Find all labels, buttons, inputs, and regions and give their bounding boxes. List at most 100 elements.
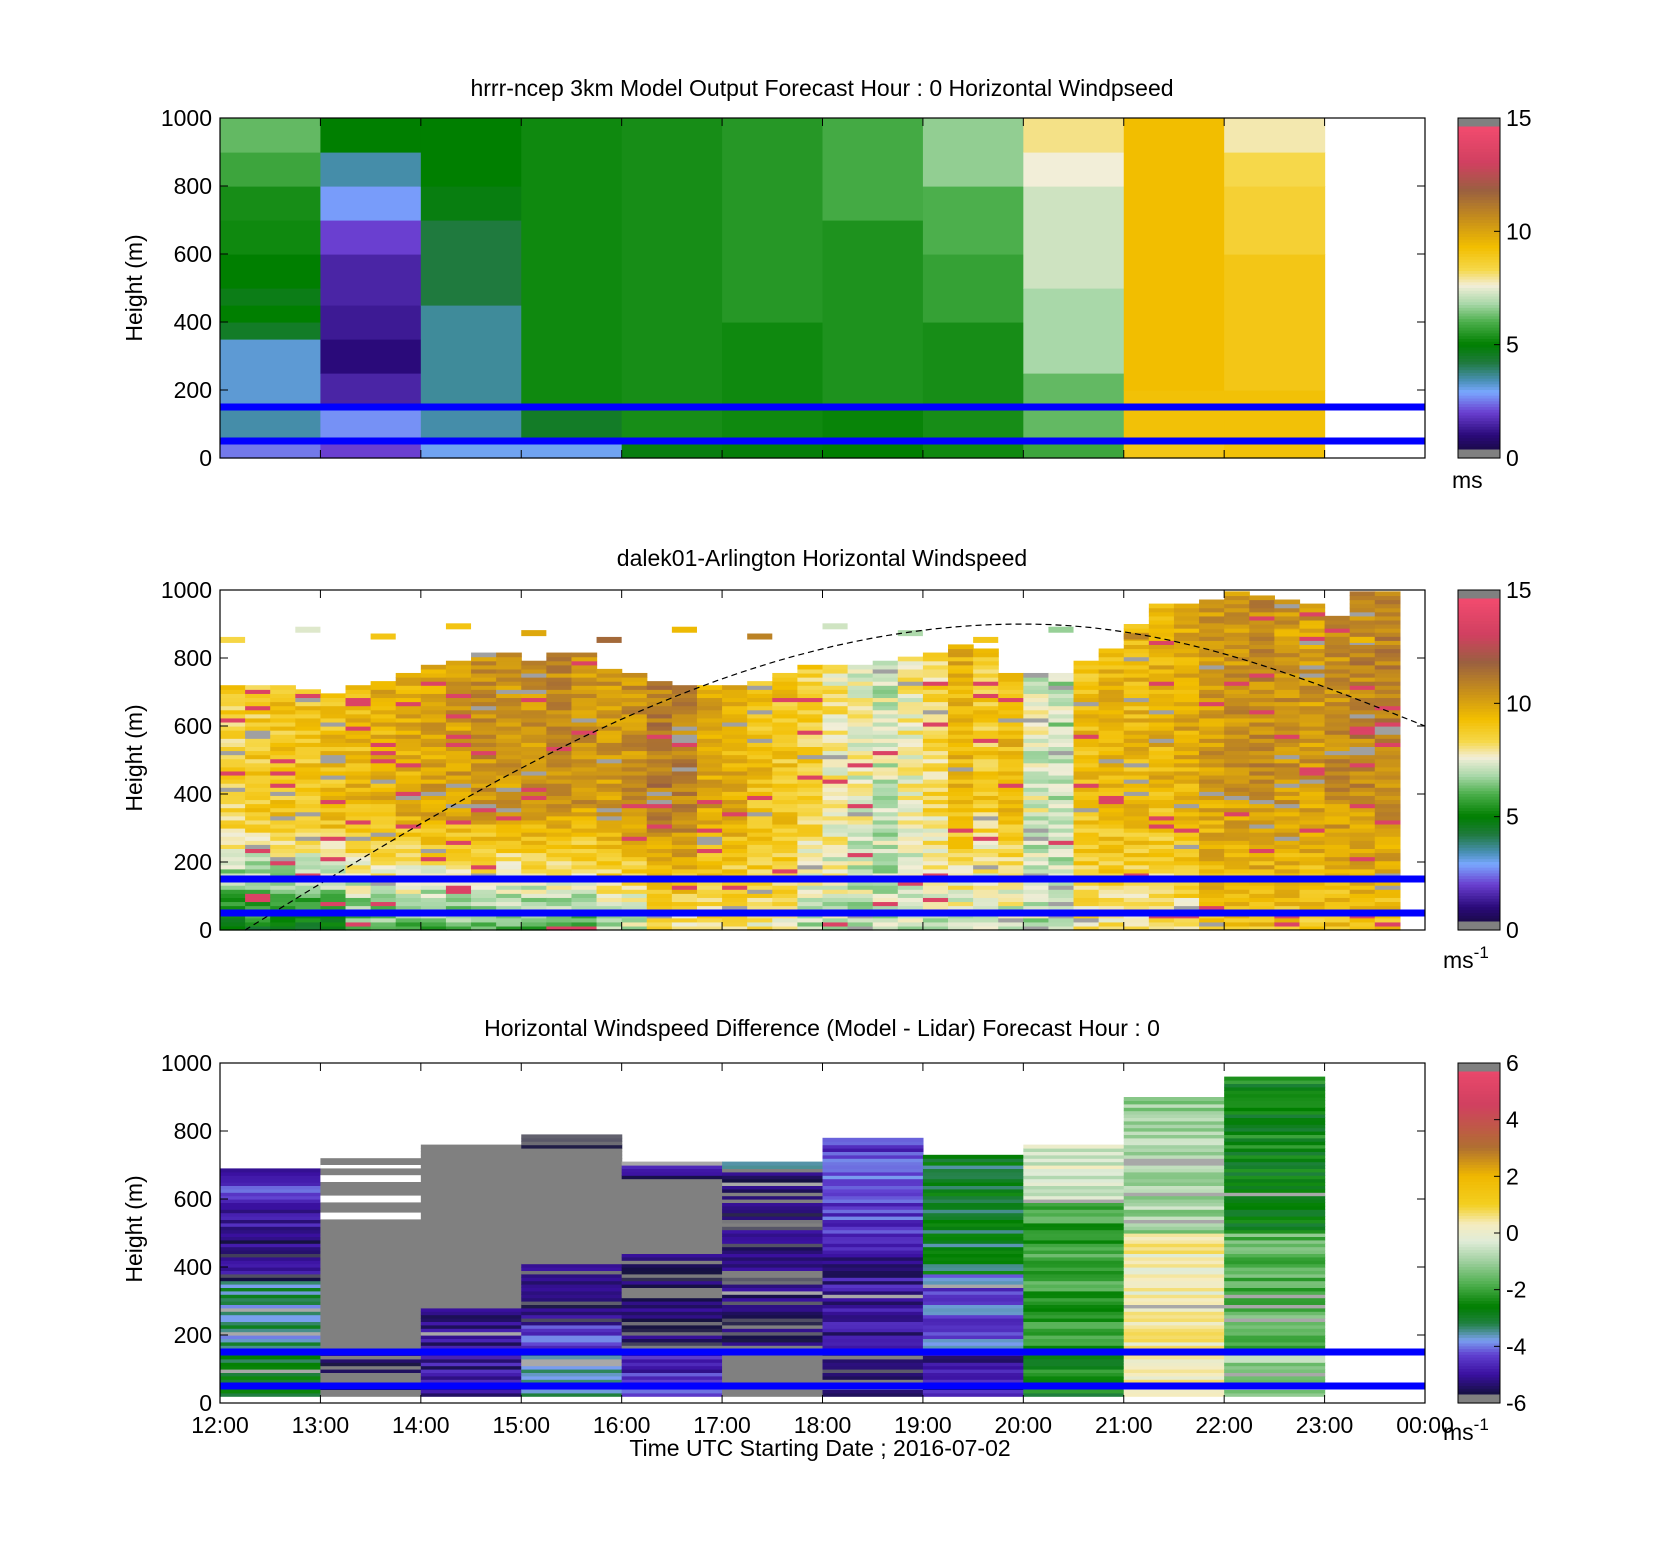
lidar-cell: [1199, 917, 1225, 923]
lidar-cell: [772, 885, 798, 890]
lidar-cell: [1148, 856, 1175, 862]
lidar-cell: [546, 893, 573, 898]
lidar-cell: [872, 848, 899, 854]
lidar-cell: [797, 750, 824, 756]
lidar-cell: [420, 766, 447, 772]
lidar-cell: [1224, 636, 1250, 641]
lidar-cell: [370, 758, 397, 764]
colorbar-segment: [1458, 913, 1500, 917]
lidar-cell: [872, 872, 899, 878]
difference-cell: [822, 1246, 924, 1251]
lidar-cell: [1073, 889, 1100, 894]
lidar-cell: [822, 864, 849, 870]
difference-cell: [521, 1250, 623, 1254]
lidar-cell: [872, 738, 899, 743]
colorbar-segment: [1458, 1162, 1500, 1166]
lidar-cell: [370, 832, 397, 837]
lidar-cell: [1173, 795, 1200, 801]
lidar-cell: [722, 897, 748, 903]
lidar-cell: [1274, 603, 1301, 609]
lidar-cell: [521, 881, 547, 886]
lidar-cell: [1199, 770, 1225, 776]
lidar-cell: [1123, 885, 1150, 890]
lidar-cell: [998, 799, 1024, 805]
difference-cell: [722, 1273, 824, 1278]
lidar-cell: [1148, 689, 1175, 694]
lidar-cell: [395, 925, 422, 931]
lidar-cell: [1374, 664, 1401, 670]
lidar-cell: [1349, 852, 1376, 858]
difference-cell: [922, 1222, 1024, 1227]
colorbar-tick-label: -6: [1506, 1390, 1526, 1416]
lidar-cell: [245, 803, 271, 809]
lidar-cell: [295, 819, 322, 825]
lidar-cell: [1299, 693, 1326, 699]
lidar-cell: [1299, 885, 1326, 890]
lidar-cell: [420, 897, 447, 903]
difference-cell: [922, 1331, 1024, 1336]
lidar-cell: [571, 795, 598, 801]
lidar-cell: [872, 787, 899, 792]
lidar-cell: [847, 693, 874, 699]
difference-cell: [521, 1318, 623, 1322]
lidar-cell: [1349, 697, 1376, 703]
lidar-cell: [722, 848, 748, 854]
lidar-cell: [245, 897, 271, 903]
lidar-cell: [220, 738, 246, 743]
lidar-cell: [420, 795, 447, 801]
lidar-cell: [1199, 619, 1225, 625]
lidar-cell: [747, 885, 773, 890]
lidar-cell: [1098, 779, 1125, 784]
lidar-cell: [546, 881, 573, 886]
lidar-cell: [1098, 787, 1125, 792]
lidar-cell: [546, 660, 573, 666]
lidar-cell: [1173, 689, 1200, 694]
lidar-cell: [1123, 844, 1150, 849]
lidar-cell: [1274, 807, 1301, 813]
lidar-cell: [872, 693, 899, 699]
lidar-cell: [872, 730, 899, 735]
lidar-cell: [1073, 774, 1100, 780]
lidar-cell: [1299, 734, 1326, 739]
colorbar-segment: [1458, 1074, 1500, 1078]
lidar-cell: [948, 921, 974, 927]
lidar-cell: [1349, 705, 1376, 711]
lidar-cell: [872, 823, 899, 829]
lidar-cell: [571, 652, 598, 658]
difference-cell: [320, 1233, 422, 1237]
lidar-cell: [1123, 823, 1150, 829]
lidar-cell: [1324, 836, 1351, 841]
lidar-cell: [596, 917, 623, 923]
lidar-cell: [1199, 783, 1225, 788]
lidar-cell: [671, 750, 698, 756]
lidar-cell: [696, 726, 723, 731]
lidar-cell: [1349, 819, 1376, 825]
lidar-cell: [973, 717, 999, 723]
lidar-cell: [1274, 660, 1301, 666]
lidar-cell: [822, 693, 849, 699]
lidar-cell: [1123, 856, 1150, 862]
difference-cell: [822, 1290, 924, 1295]
lidar-cell: [797, 795, 824, 801]
difference-cell: [420, 1375, 522, 1380]
lidar-cell: [872, 791, 899, 796]
lidar-cell: [671, 738, 698, 743]
lidar-cell: [1048, 693, 1075, 699]
lidar-cell: [797, 881, 824, 886]
colorbar-segment: [1458, 1337, 1500, 1342]
model-cell: [220, 118, 322, 153]
lidar-cell: [822, 697, 849, 703]
lidar-cell: [1249, 852, 1275, 858]
lidar-cell: [696, 758, 723, 764]
difference-cell: [722, 1226, 824, 1231]
difference-cell: [1023, 1144, 1125, 1149]
lidar-cell: [897, 726, 924, 731]
lidar-cell: [496, 844, 522, 849]
difference-cell: [822, 1284, 924, 1288]
lidar-cell: [822, 734, 849, 739]
lidar-cell: [646, 885, 673, 890]
difference-cell: [922, 1260, 1024, 1265]
lidar-cell: [897, 868, 924, 874]
lidar-cell: [948, 750, 974, 756]
lidar-cell: [1274, 836, 1301, 841]
